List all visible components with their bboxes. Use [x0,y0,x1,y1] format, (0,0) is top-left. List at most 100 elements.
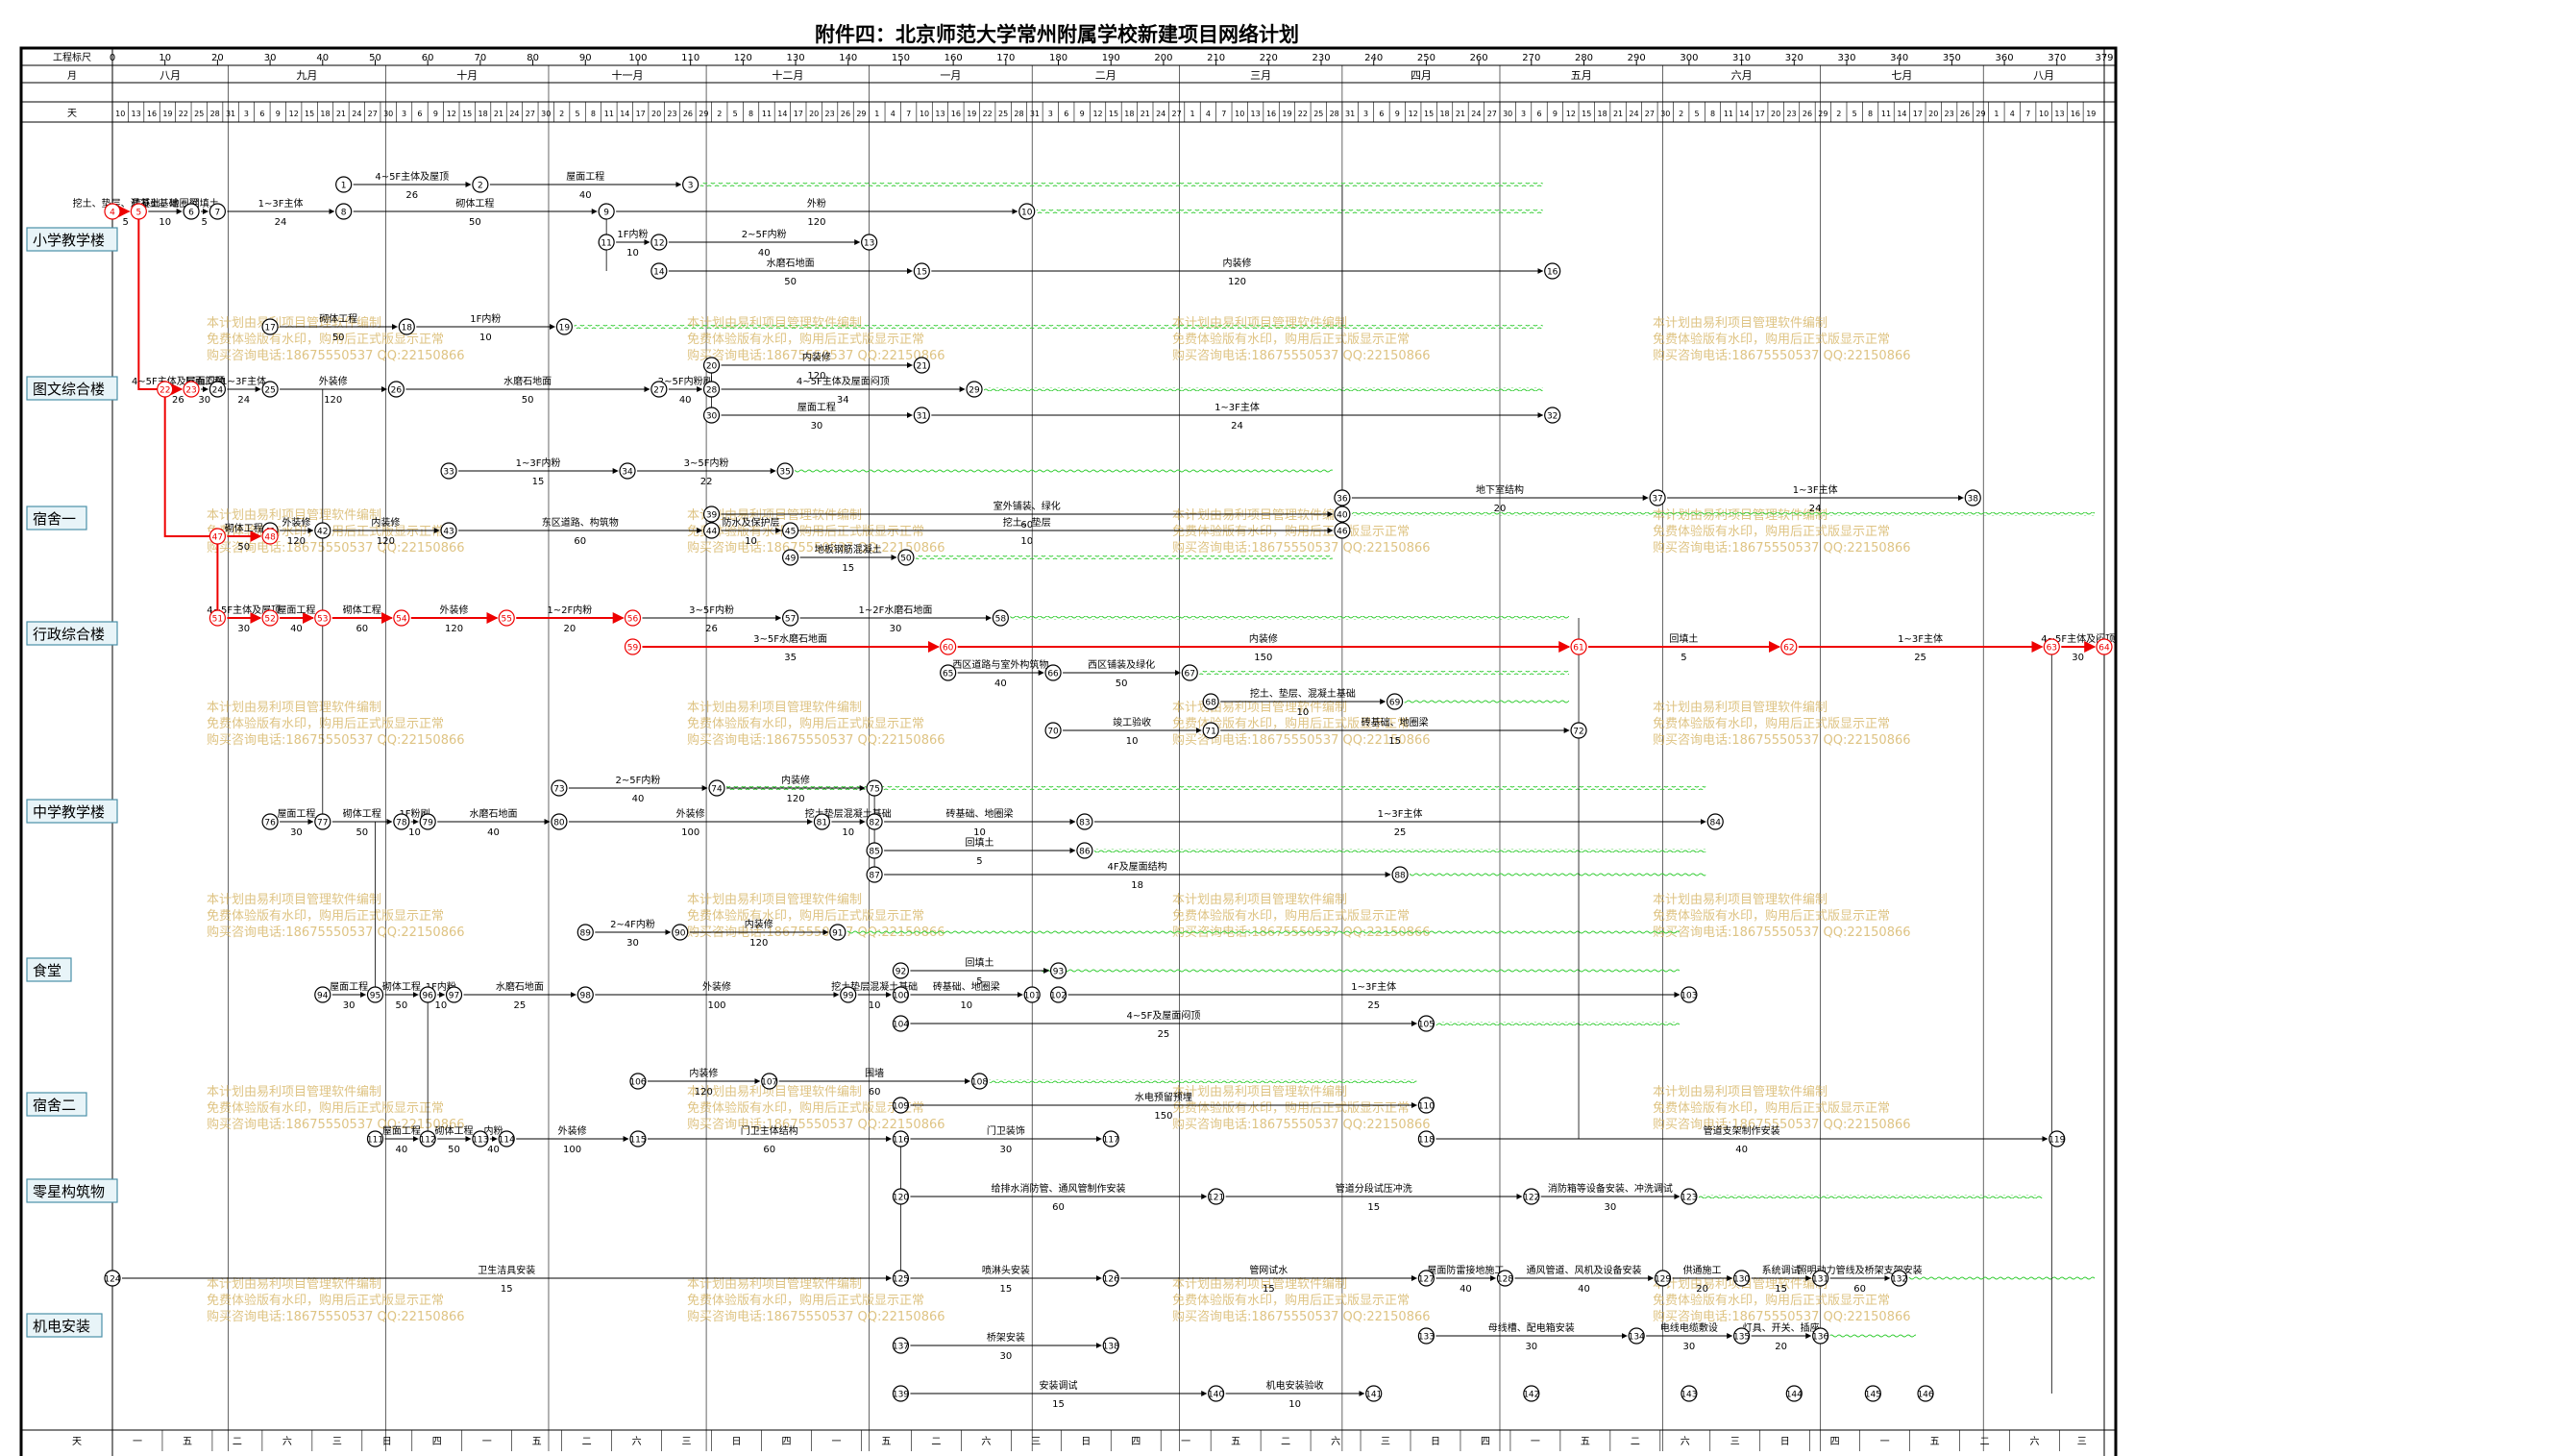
footer-weekday: 日 [382,1437,392,1447]
svg-text:143: 143 [1681,1391,1697,1400]
svg-text:42: 42 [317,528,328,537]
day-cell: 31 [1030,110,1040,118]
svg-text:112: 112 [420,1136,436,1146]
svg-text:免费体验版有水印，购用后正式版显示正常: 免费体验版有水印，购用后正式版显示正常 [1172,908,1410,924]
month-label-cell: 九月 [296,69,317,82]
day-cell: 12 [1092,110,1102,118]
scale-tick-label: 280 [1575,53,1593,63]
svg-text:47: 47 [212,533,223,543]
svg-text:136: 136 [1812,1333,1828,1343]
event-node: 142 [1523,1385,1540,1402]
svg-text:58: 58 [995,615,1007,625]
task-arrow: 内装修 120 [931,257,1544,287]
task-arrow: 外装修 120 [280,516,314,547]
svg-text:128: 128 [1497,1275,1513,1285]
event-node: 62 [1780,638,1798,655]
day-cell: 16 [2071,110,2080,118]
task-duration: 10 [479,333,492,343]
task-arrow: 1~3F主体 25 [1067,981,1681,1011]
task-duration: 40 [395,1145,407,1155]
svg-text:3: 3 [688,182,694,191]
svg-text:110: 110 [1418,1102,1435,1112]
row-label-text: 宿舍二 [33,1097,76,1114]
task-arrow: 砌体工程 50 [353,198,598,228]
event-node: 23 [183,381,200,398]
svg-text:96: 96 [422,992,433,1001]
event-node: 130 [1732,1270,1750,1287]
task-duration: 25 [1914,653,1926,663]
task-arrow: 砌体工程 50 [280,313,398,343]
svg-text:119: 119 [2049,1136,2065,1146]
task-label: 4~5F主体及屋面闷顶 [797,375,890,387]
task-arrow: 内装修 120 [331,516,440,547]
svg-text:81: 81 [817,819,827,828]
month-label: 月 [67,70,77,82]
task-arrow: 2~5F内粉刷 40 [658,375,713,406]
svg-text:62: 62 [1783,644,1794,654]
task-arrow: 3~5F内粉 26 [642,604,782,634]
event-node: 94 [314,986,331,1003]
task-label: 3~5F内粉 [684,457,729,469]
task-duration: 40 [487,827,500,838]
event-node: 138 [1102,1337,1119,1354]
day-cell: 15 [1582,110,1591,118]
task-arrow: 管道支架制作安装 40 [1435,1124,2049,1155]
event-node: 60 [940,638,957,655]
task-label: 灯具、开关、插座 [1743,1321,1820,1334]
footer-weekday: 五 [1930,1437,1940,1447]
svg-text:51: 51 [212,615,223,625]
task-label: 4~5F主体及屋顶 [207,605,281,616]
svg-text:本计划由易利项目管理软件编制: 本计划由易利项目管理软件编制 [687,701,862,715]
day-cell: 11 [762,110,772,118]
task-arrow: 桥架安装 30 [910,1331,1102,1362]
event-node: 24 [209,381,226,398]
event-node: 123 [1681,1188,1698,1205]
svg-text:142: 142 [1523,1391,1539,1400]
day-cell: 13 [935,110,945,118]
svg-text:购买咨询电话:18675550537 QQ:22150866: 购买咨询电话:18675550537 QQ:22150866 [207,348,465,363]
task-label: 水磨石地面 [496,980,544,993]
task-label: 竣工验收 [1113,716,1151,728]
svg-text:本计划由易利项目管理软件编制: 本计划由易利项目管理软件编制 [1653,893,1828,907]
task-duration: 40 [758,248,771,259]
task-duration: 10 [434,1000,447,1011]
svg-text:124: 124 [104,1275,120,1285]
scale-tick-label: 80 [527,53,539,63]
day-cell: 15 [1109,110,1118,118]
event-node: 56 [624,609,642,627]
day-cell: 30 [541,110,551,118]
day-cell: 3 [244,110,249,118]
event-node: 49 [781,549,799,566]
watermark: 本计划由易利项目管理软件编制免费体验版有水印，购用后正式版显示正常购买咨询电话:… [1653,1085,1911,1132]
svg-text:16: 16 [1547,268,1558,278]
event-node: 70 [1044,722,1062,739]
task-duration: 120 [445,624,463,634]
task-label: 3~5F水磨石地面 [753,632,827,645]
task-duration: 10 [869,1000,881,1011]
footer-weekday: 三 [1031,1437,1041,1447]
task-arrow: 1~2F水磨石地面 30 [799,604,992,634]
day-cell: 1 [874,110,879,118]
task-duration: 10 [960,1000,972,1011]
event-node: 8 [335,203,353,220]
row-label-3: 宿舍一 [26,506,87,531]
svg-text:免费体验版有水印，购用后正式版显示正常: 免费体验版有水印，购用后正式版显示正常 [207,1293,444,1308]
scale-tick-label: 180 [1049,53,1067,63]
task-duration: 40 [679,395,692,406]
day-cell: 26 [683,110,693,118]
task-duration: 30 [626,938,639,949]
event-node: 132 [1891,1270,1908,1287]
free-float-line [984,387,1543,391]
task-arrow: 卫生洁具安装 15 [122,1264,893,1295]
scale-tick-label: 110 [681,53,699,63]
svg-text:114: 114 [499,1136,515,1146]
event-node: 124 [104,1270,121,1287]
svg-text:购买咨询电话:18675550537 QQ:22150866: 购买咨询电话:18675550537 QQ:22150866 [1653,348,1911,363]
event-node: 118 [1417,1130,1435,1148]
free-float-line [846,930,1680,934]
svg-text:购买咨询电话:18675550537 QQ:22150866: 购买咨询电话:18675550537 QQ:22150866 [1653,1309,1911,1324]
task-label: 4~5F主体及屋顶 [375,171,449,183]
day-cell: 21 [1141,110,1150,118]
task-arrow: 地板钢筋混凝土 15 [799,543,897,574]
task-arrow: 2~5F内粉 40 [568,774,708,804]
